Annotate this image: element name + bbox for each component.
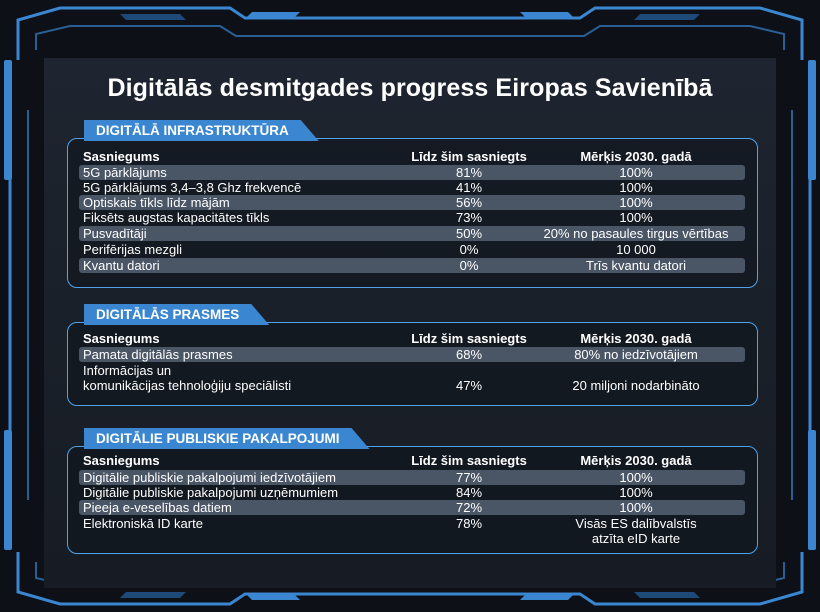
row-achieved: 0% [459,258,479,273]
row-achieved: 47% [455,378,483,393]
row-label: Digitālie publiskie pakalpojumi iedzīvot… [83,470,336,485]
infrastructure-header-row: Sasniegums Līdz šim sasniegts Mērķis 203… [79,149,745,165]
column-header-target: Mērķis 2030. gadā [580,331,692,346]
table-row: Fiksēts augstas kapacitātes tīkls 73% 10… [79,210,745,225]
column-header-achieved: Līdz šim sasniegts [411,149,527,164]
row-achieved: 81% [455,165,483,180]
row-target: Visās ES dalībvalstīs atzīta eID karte [529,516,743,546]
row-target: 80% no iedzīvotājiem [574,347,698,362]
table-row: Pamata digitālās prasmes 68% 80% no iedz… [79,347,745,362]
skills-box [67,322,758,406]
row-achieved: 77% [455,470,483,485]
column-header-achievement: Sasniegums [83,149,160,164]
row-label: Perifērijas mezgli [83,242,182,257]
column-header-achieved: Līdz šim sasniegts [411,453,527,468]
table-row: Perifērijas mezgli 0% 10 000 [79,242,745,257]
skills-heading: DIGITĀLĀS PRASMES [84,304,269,325]
row-target: 100% [619,500,653,515]
row-achieved: 50% [455,226,483,241]
row-target: 100% [619,195,653,210]
table-row: Informācijas un komunikācijas tehnoloģij… [79,363,745,393]
row-label: Pamata digitālās prasmes [83,347,233,362]
row-target: 10 000 [616,242,656,257]
row-label: Informācijas un komunikācijas tehnoloģij… [83,363,291,393]
row-label-line: komunikācijas tehnoloģiju speciālisti [83,378,292,393]
skills-header-row: Sasniegums Līdz šim sasniegts Mērķis 203… [79,331,745,347]
row-label: 5G pārklājums [83,165,167,180]
table-row: Optiskais tīkls līdz mājām 56% 100% [79,195,745,210]
row-label: Pusvadītāji [83,226,147,241]
row-label: Fiksēts augstas kapacitātes tīkls [83,210,270,225]
row-label: Optiskais tīkls līdz mājām [83,195,230,210]
public-services-heading: DIGITĀLIE PUBLISKIE PAKALPOJUMI [84,428,370,449]
row-achieved: 78% [455,516,483,531]
table-row: Pieeja e-veselības datiem 72% 100% [79,500,745,515]
row-label: 5G pārklājums 3,4–3,8 Ghz frekvencē [83,180,302,195]
row-target-line: atzīta eID karte [591,531,681,546]
column-header-achieved: Līdz šim sasniegts [411,331,527,346]
row-label: Digitālie publiskie pakalpojumi uzņēmumi… [83,485,339,500]
row-target: 100% [619,210,653,225]
row-label: Kvantu datori [83,258,160,273]
row-label: Elektroniskā ID karte [83,516,203,531]
table-row: Pusvadītāji 50% 20% no pasaules tirgus v… [79,226,745,241]
row-target-line: Visās ES dalībvalstīs [575,516,697,531]
row-target: 100% [619,470,653,485]
row-achieved: 41% [455,180,483,195]
row-achieved: 72% [455,500,483,515]
row-achieved: 0% [459,242,479,257]
row-achieved: 84% [455,485,483,500]
column-header-target: Mērķis 2030. gadā [580,149,692,164]
row-achieved: 68% [455,347,483,362]
row-target: Trīs kvantu datori [586,258,686,273]
table-row: 5G pārklājums 81% 100% [79,165,745,180]
table-row: Digitālie publiskie pakalpojumi iedzīvot… [79,470,745,485]
column-header-achievement: Sasniegums [83,331,160,346]
row-target: 100% [619,165,653,180]
table-row: Kvantu datori 0% Trīs kvantu datori [79,258,745,273]
public-services-header-row: Sasniegums Līdz šim sasniegts Mērķis 203… [79,453,745,469]
row-target: 100% [619,485,653,500]
table-row: Elektroniskā ID karte 78% Visās ES dalīb… [79,516,745,546]
row-label: Pieeja e-veselības datiem [83,500,232,515]
row-target: 20% no pasaules tirgus vērtības [543,226,729,241]
page-title: Digitālās desmitgades progress Eiropas S… [107,74,713,102]
row-label-line: Informācijas un [83,363,172,378]
row-achieved: 73% [455,210,483,225]
row-target: 100% [619,180,653,195]
column-header-target: Mērķis 2030. gadā [580,453,692,468]
table-row: 5G pārklājums 3,4–3,8 Ghz frekvencē 41% … [79,180,745,195]
table-row: Digitālie publiskie pakalpojumi uzņēmumi… [79,485,745,500]
column-header-achievement: Sasniegums [83,453,160,468]
infrastructure-heading: DIGITĀLĀ INFRASTRUKTŪRA [84,120,319,141]
row-target: 20 miljoni nodarbināto [572,378,700,393]
row-achieved: 56% [455,195,483,210]
